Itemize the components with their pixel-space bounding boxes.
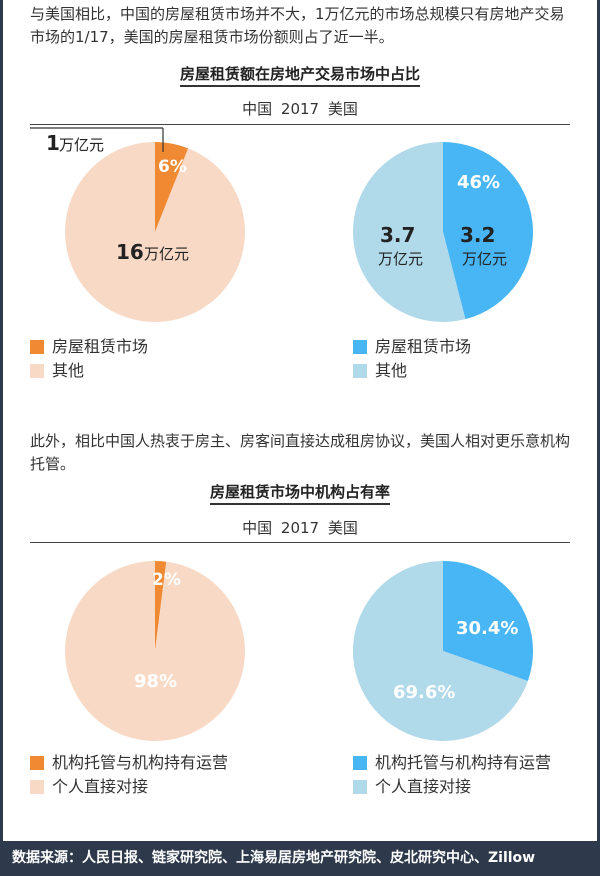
legend-label: 房屋租赁市场 xyxy=(375,337,472,356)
legend-label: 机构托管与机构持有运营 xyxy=(52,753,229,772)
legend-label: 个人直接对接 xyxy=(375,777,472,796)
intro-paragraph-1: 与美国相比，中国的房屋租赁市场并不大，1万亿元的市场总规模只有房地产交易市场的1… xyxy=(30,5,565,46)
legend-swatch-china-rental xyxy=(30,340,44,354)
chart-1-divider xyxy=(30,124,570,125)
annotation-us-rental-unit: 万亿元 xyxy=(462,250,507,268)
label-us-institution-pct: 30.4% xyxy=(456,618,518,639)
left-border xyxy=(0,0,3,876)
pie-china-rental-share xyxy=(65,142,246,322)
pie-slice-main xyxy=(443,561,533,681)
legend-label: 机构托管与机构持有运营 xyxy=(375,753,552,772)
pie-us-institution-share xyxy=(353,561,533,742)
legend-us-individual: 个人直接对接 xyxy=(353,777,471,797)
pie-slice-main xyxy=(155,142,189,232)
chart-1-title-text: 房屋租赁额在房地产交易市场中占比 xyxy=(179,65,420,87)
label-china-institution-pct: 2% xyxy=(152,570,181,590)
legend-label: 房屋租赁市场 xyxy=(52,337,149,356)
chart-1-title: 房屋租赁额在房地产交易市场中占比 xyxy=(0,63,600,87)
legend-swatch-us-other xyxy=(353,364,367,378)
source-footer: 数据来源：人民日报、链家研究院、上海易居房地产研究院、皮北研究中心、Zillow xyxy=(0,841,600,876)
pie-slice-other xyxy=(352,142,466,322)
legend-swatch-us-rental xyxy=(353,340,367,354)
chart-2-subtitle: 中国 2017 美国 xyxy=(242,519,358,537)
legend-label: 个人直接对接 xyxy=(52,777,149,796)
chart-2-title: 房屋租赁市场中机构占有率 xyxy=(0,481,600,505)
pie-china-institution-share xyxy=(65,561,246,741)
legend-us-institution: 机构托管与机构持有运营 xyxy=(353,753,551,773)
legend-china-individual: 个人直接对接 xyxy=(30,777,148,797)
pie-slice-main xyxy=(443,142,533,320)
annotation-us-other-unit: 万亿元 xyxy=(378,250,423,268)
pie-us-rental-share xyxy=(352,142,533,322)
chart-2-divider xyxy=(30,542,570,543)
legend-swatch-us-individual xyxy=(353,780,367,794)
annotation-china-other-num: 16 xyxy=(116,240,144,264)
chart-2-title-text: 房屋租赁市场中机构占有率 xyxy=(209,483,390,505)
intro-paragraph-2: 此外，相比中国人热衷于房主、房客间直接达成租房协议，美国人相对更乐意机构托管。 xyxy=(30,432,571,473)
label-us-rental-pct: 46% xyxy=(457,172,500,193)
label-china-individual-pct: 98% xyxy=(134,671,177,692)
pie-slice-other xyxy=(65,142,246,322)
legend-china-rental: 房屋租赁市场 xyxy=(30,337,148,357)
annotation-us-other-num: 3.7 xyxy=(380,223,415,247)
legend-label: 其他 xyxy=(375,361,408,380)
legend-swatch-china-institution xyxy=(30,756,44,770)
pie-slice-other xyxy=(353,561,528,742)
right-border xyxy=(597,0,600,876)
legend-china-other: 其他 xyxy=(30,361,84,381)
pie-slice-other xyxy=(65,561,246,741)
legend-swatch-china-individual xyxy=(30,780,44,794)
legend-swatch-china-other xyxy=(30,364,44,378)
legend-us-rental: 房屋租赁市场 xyxy=(353,337,471,357)
label-us-individual-pct: 69.6% xyxy=(393,682,455,703)
annotation-china-other-unit: 万亿元 xyxy=(144,245,189,263)
label-china-rental-pct: 6% xyxy=(158,157,187,177)
annotation-us-rental-num: 3.2 xyxy=(460,223,495,247)
annotation-china-rental-unit: 万亿元 xyxy=(59,136,104,154)
legend-china-institution: 机构托管与机构持有运营 xyxy=(30,753,228,773)
annotation-china-rental-num: 1 xyxy=(46,131,60,155)
legend-label: 其他 xyxy=(52,361,85,380)
legend-us-other: 其他 xyxy=(353,361,407,381)
legend-swatch-us-institution xyxy=(353,756,367,770)
chart-1-subtitle: 中国 2017 美国 xyxy=(242,100,358,118)
pie-slice-main xyxy=(155,561,167,651)
